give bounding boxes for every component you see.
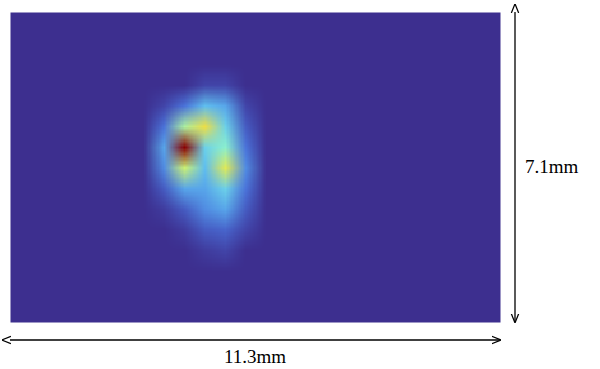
svg-text:7.1mm: 7.1mm [525, 156, 579, 177]
svg-text:11.3mm: 11.3mm [224, 346, 286, 367]
